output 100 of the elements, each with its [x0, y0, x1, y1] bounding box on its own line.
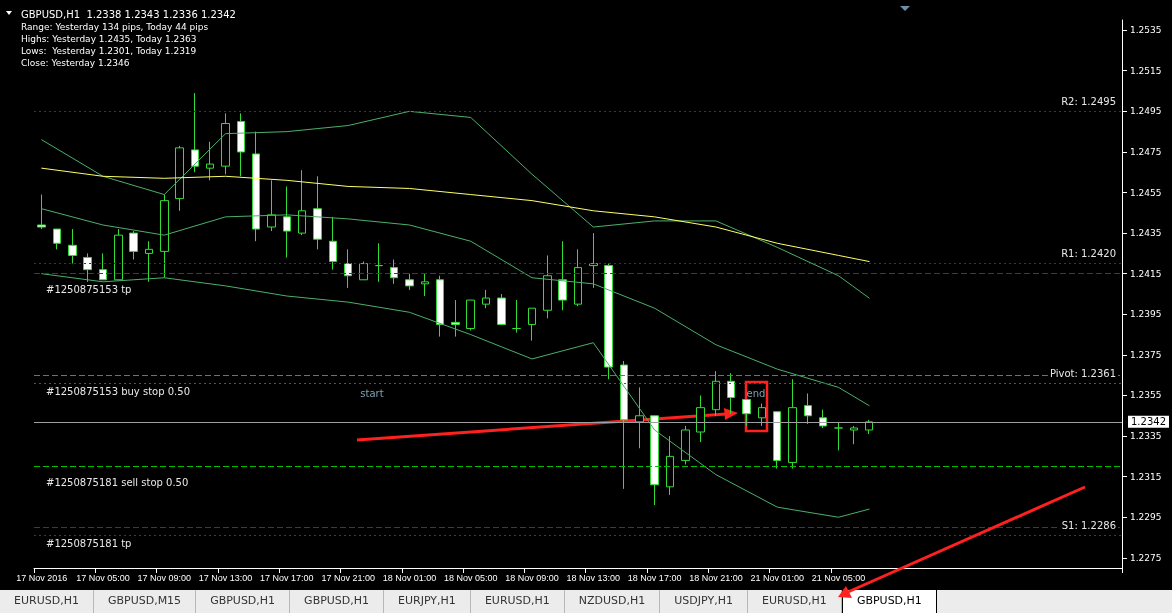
- candlestick: [482, 289, 490, 309]
- candlestick: [788, 378, 797, 470]
- candlestick: [543, 254, 552, 319]
- candlestick: [681, 425, 690, 465]
- x-tick-label: 17 Nov 13:00: [198, 572, 253, 583]
- candlestick: [390, 259, 398, 285]
- candlestick: [83, 252, 92, 283]
- candlestick: [558, 240, 567, 311]
- candlestick: [850, 425, 858, 445]
- candlestick: [528, 307, 536, 342]
- candlestick: [313, 175, 322, 250]
- y-tick-label: 1.2415: [1130, 268, 1162, 279]
- x-tick-label: 18 Nov 09:00: [505, 572, 559, 583]
- x-tick-label: 17 Nov 09:00: [137, 572, 192, 583]
- text: Range: Yesterday 134 pips, Today 44 pips Highs: Yesterday 1.2435, Today 1.2363 Lows: Yesterday 1.2301, Today 1.2319 Close: Yesterday 1.2346: [21, 22, 209, 68]
- ref-line-label: #1250875153 buy stop 0.50: [46, 385, 191, 397]
- candlestick: [773, 411, 781, 470]
- candlestick: [145, 240, 153, 283]
- x-tick-label: 17 Nov 05:00: [76, 572, 130, 583]
- y-tick-label: 1.2455: [1130, 187, 1162, 198]
- ref-line-label: R2: 1.2495: [1061, 95, 1116, 107]
- chart-title: GBPUSD,H1 1.2338 1.2343 1.2336 1.2342: [21, 8, 236, 20]
- text: EURJPY,H1: [384, 590, 471, 613]
- candlestick: [114, 228, 123, 281]
- candlestick: [344, 248, 352, 289]
- y-tick-label: 1.2275: [1130, 552, 1162, 563]
- candlestick: [267, 179, 276, 232]
- candlestick: [129, 230, 138, 260]
- candlestick: [237, 112, 245, 177]
- text: GBPUSD,H1: [841, 590, 937, 613]
- candlestick: [206, 141, 214, 181]
- y-tick-label: 1.2355: [1130, 390, 1162, 401]
- candlestick: [221, 112, 230, 175]
- text: EURUSD,H1: [470, 590, 565, 613]
- text: GBPUSD,H1: [196, 590, 291, 613]
- x-tick-label: 18 Nov 01:00: [382, 572, 437, 583]
- candlestick: [497, 293, 506, 325]
- candlestick: [283, 185, 291, 258]
- candlestick: [696, 394, 705, 443]
- y-tick-label: 1.2375: [1130, 349, 1162, 360]
- y-tick-label: 1.2395: [1130, 309, 1162, 320]
- candlestick: [512, 299, 521, 334]
- x-tick-label: 21 Nov 01:00: [750, 572, 804, 583]
- x-tick-label: 21 Nov 05:00: [811, 572, 866, 583]
- ref-line-label: S1: 1.2286: [1061, 520, 1116, 532]
- candlestick: [834, 421, 843, 451]
- y-tick-label: 1.2535: [1130, 25, 1162, 36]
- candlestick: [574, 248, 582, 307]
- candlestick: [620, 360, 628, 490]
- y-tick-label: 1.2335: [1130, 431, 1162, 442]
- candlestick: [405, 273, 414, 291]
- candlestick: [819, 409, 827, 429]
- candlestick: [175, 145, 184, 212]
- candlestick: [666, 435, 674, 496]
- x-tick-label: 18 Nov 17:00: [627, 572, 682, 583]
- x-tick-label: 18 Nov 05:00: [443, 572, 498, 583]
- candlestick: [329, 216, 337, 271]
- ref-line-label: #1250875181 sell stop 0.50: [46, 477, 189, 489]
- candlestick: [727, 372, 735, 415]
- candlestick: [252, 131, 260, 242]
- candlestick: [589, 232, 598, 289]
- candlestick: [191, 92, 199, 173]
- x-tick-label: 17 Nov 21:00: [321, 572, 375, 583]
- text: USDJPY,H1: [660, 590, 748, 613]
- ref-line-label: #1250875153 tp: [46, 284, 132, 296]
- line-series: [41, 208, 870, 407]
- candlestick: [712, 370, 720, 417]
- candlestick: [298, 169, 306, 236]
- candlestick: [37, 194, 46, 230]
- x-tick-label: 17 Nov 2016: [16, 572, 68, 583]
- y-tick-label: 1.2435: [1130, 228, 1162, 239]
- candlestick: [804, 392, 812, 425]
- candlestick: [160, 194, 169, 279]
- annotation: end: [746, 388, 766, 399]
- candlestick: [436, 275, 444, 338]
- x-tick-label: 18 Nov 21:00: [689, 572, 743, 583]
- candlestick: [99, 252, 107, 281]
- text: NZDUSD,H1: [564, 590, 661, 613]
- ref-line-label: Pivot: 1.2361: [1049, 367, 1116, 379]
- y-tick-label: 1.2295: [1130, 512, 1162, 523]
- x-tick-label: 17 Nov 17:00: [260, 572, 314, 583]
- ref-line-label: #1250875181 tp: [46, 537, 132, 549]
- annotation: start: [360, 388, 384, 399]
- line-series: [41, 273, 870, 518]
- text: EURUSD,H1: [747, 590, 842, 613]
- candlestick: [53, 228, 61, 250]
- y-tick-label: 1.2475: [1130, 146, 1162, 157]
- text: GBPUSD,M15: [93, 590, 197, 613]
- line-series: [41, 167, 870, 263]
- y-tick-label: 1.2515: [1130, 65, 1162, 76]
- candlestick: [758, 403, 766, 427]
- y-tick-label: 1.2495: [1130, 106, 1162, 117]
- candlestick: [604, 263, 613, 380]
- candlestick: [68, 228, 77, 265]
- text: GBPUSD,H1: [290, 590, 385, 613]
- candlestick: [359, 261, 368, 281]
- candlestick: [375, 242, 383, 283]
- ref-line-label: R1: 1.2420: [1061, 248, 1116, 260]
- candlestick: [421, 273, 429, 297]
- line-series: [41, 110, 870, 299]
